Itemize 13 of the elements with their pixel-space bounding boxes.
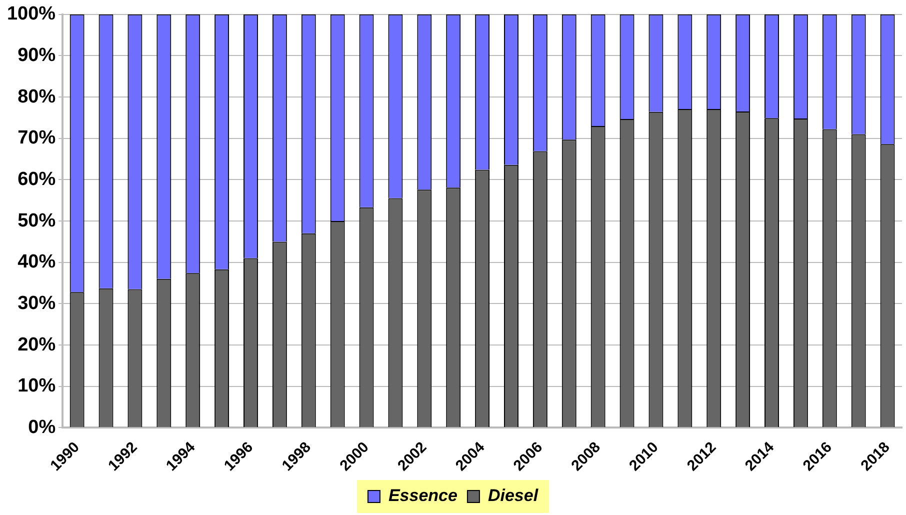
y-tick-label: 80% <box>18 86 56 108</box>
y-tick-label: 50% <box>18 210 56 232</box>
legend-label: Diesel <box>488 486 540 506</box>
y-tick-label: 30% <box>18 292 56 314</box>
y-tick-label: 20% <box>18 334 56 356</box>
y-tick-label: 10% <box>18 376 56 397</box>
y-tick-label: 60% <box>18 168 56 190</box>
y-tick-label: 90% <box>18 44 56 66</box>
y-tick-label: 0% <box>28 416 56 438</box>
y-tick-label: 40% <box>18 252 56 273</box>
y-tick-label: 70% <box>18 128 56 149</box>
legend-label: Essence <box>388 486 458 506</box>
y-tick-label: 100% <box>6 4 56 25</box>
